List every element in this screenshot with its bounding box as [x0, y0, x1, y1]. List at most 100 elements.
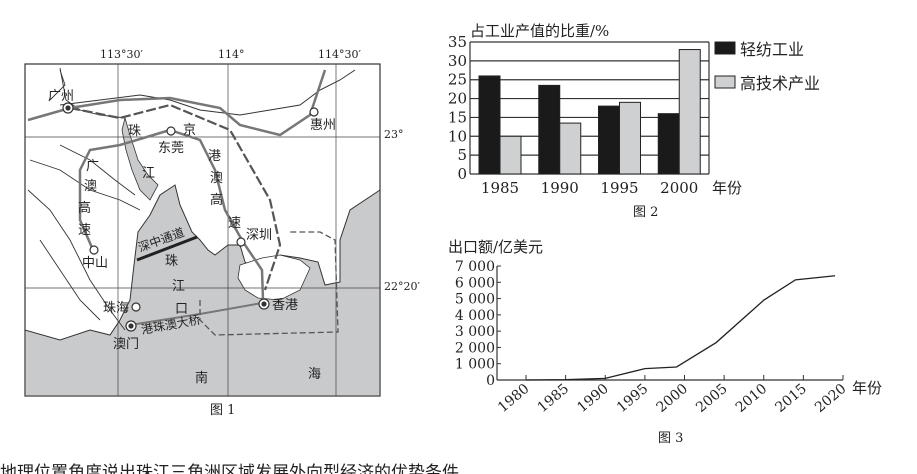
shenzhen-marker	[236, 237, 246, 247]
y-tick-label: 5	[457, 146, 467, 164]
x-axis-title: 年份	[712, 179, 742, 197]
city-label: 广州	[48, 89, 74, 104]
y-tick-label: 5 000	[455, 292, 495, 308]
y-tick-label: 15	[448, 108, 467, 126]
city-markers	[62, 102, 319, 332]
x-tick-label: 1995	[614, 381, 652, 416]
route-label: 澳	[210, 170, 223, 186]
question-text: 地理位置角度说出珠江三角洲区域发展外向型经济的优势条件	[0, 463, 459, 474]
shenzhong-channel	[136, 235, 198, 262]
figure3-caption: 图 3	[658, 431, 683, 446]
north-boundary	[59, 69, 356, 116]
y-tick-label: 6 000	[455, 275, 495, 291]
bar-light-textile	[657, 113, 680, 175]
map-figure: 113°30′ 114° 114°30′ 23° 22°20′ 广州 惠州 东莞…	[24, 48, 420, 418]
estuary-label: 江	[172, 279, 185, 294]
river-label: 珠	[128, 124, 141, 139]
estuary-label: 口	[175, 302, 188, 317]
expressways	[27, 69, 339, 336]
x-tick-label: 1985	[535, 381, 573, 416]
huizhou-marker	[309, 107, 319, 117]
route-label: 广	[86, 159, 99, 174]
x-tick-label: 1990	[574, 381, 612, 416]
x-tick-label: 2020	[812, 381, 850, 416]
route-label: 京	[183, 123, 196, 138]
city-label: 东莞	[158, 141, 184, 156]
bar-high-tech	[559, 122, 582, 175]
y-tick-label: 3 000	[455, 324, 495, 340]
bar-light-textile	[478, 75, 501, 175]
city-label: 惠州	[310, 118, 336, 133]
figure1-caption: 图 1	[210, 403, 235, 418]
bar-high-tech	[678, 49, 701, 175]
legend-label: 高技术产业	[740, 74, 820, 93]
route-label: 速	[228, 216, 241, 231]
route-label: 高	[210, 192, 223, 208]
y-tick-label: 2 000	[455, 340, 495, 356]
city-label: 中山	[82, 256, 108, 271]
y-tick-label: 1 000	[455, 357, 495, 373]
bar-high-tech	[499, 135, 522, 175]
railway	[69, 103, 282, 291]
y-tick-label: 4 000	[455, 308, 495, 324]
city-label: 深圳	[246, 228, 272, 243]
y-axis-title: 占工业产值的比重/%	[470, 22, 609, 40]
lat-label: 22°20′	[384, 280, 420, 293]
legend-swatch	[714, 41, 736, 55]
city-label: 珠海	[103, 301, 129, 316]
y-tick-label: 10	[448, 127, 467, 145]
x-axis-title: 年份	[852, 379, 882, 397]
route-label: 速	[78, 223, 91, 238]
sea-label: 海	[308, 367, 321, 382]
x-tick-label: 2015	[772, 381, 810, 416]
city-label: 香港	[272, 298, 298, 313]
legend-swatch	[714, 75, 736, 89]
y-tick-label: 0	[486, 373, 495, 389]
hongkong-boundary	[199, 231, 339, 336]
legend: 轻纺工业 高技术产业	[714, 40, 820, 93]
hongkong-land	[237, 254, 311, 301]
lat-label: 23°	[384, 128, 404, 141]
zhuhai-marker	[131, 302, 141, 312]
x-tick-label: 2000	[660, 179, 698, 197]
route-label: 高	[78, 200, 91, 216]
dongguan-marker	[166, 126, 176, 136]
y-tick-label: 20	[448, 90, 467, 108]
x-tick-label: 1995	[600, 179, 638, 197]
lon-label: 114°30′	[318, 48, 361, 61]
y-tick-label: 25	[448, 71, 467, 89]
y-tick-label: 35	[448, 33, 467, 51]
x-tick-label: 1980	[495, 381, 533, 416]
y-tick-label: 0	[457, 165, 467, 183]
route-label: 澳	[84, 178, 97, 194]
x-tick-label: 2000	[653, 381, 691, 416]
lon-label: 114°	[218, 48, 245, 61]
y-axis-title: 出口额/亿美元	[448, 238, 543, 256]
sea-area	[24, 184, 381, 397]
legend-label: 轻纺工业	[740, 40, 804, 59]
sea-label: 南	[195, 370, 208, 386]
river-label: 江	[142, 166, 155, 181]
ring-expressway	[27, 69, 327, 137]
city-label: 澳门	[113, 336, 139, 352]
x-tick-label: 2010	[733, 381, 771, 416]
figure2-caption: 图 2	[633, 205, 658, 220]
x-tick-label: 1985	[481, 179, 519, 197]
x-tick-label: 2005	[693, 381, 731, 416]
lon-label: 113°30′	[100, 48, 143, 61]
jinggangao-expressway	[169, 128, 265, 301]
bar-light-textile	[538, 84, 561, 175]
estuary-label: 珠	[165, 254, 178, 269]
y-tick-label: 30	[448, 52, 467, 70]
x-tick-label: 1990	[541, 179, 579, 197]
y-tick-label: 7 000	[455, 259, 495, 275]
bar-light-textile	[598, 105, 620, 175]
graticule	[25, 64, 380, 396]
route-label: 港	[208, 149, 221, 164]
guangao-expressway	[78, 128, 171, 251]
export-line	[525, 275, 836, 381]
zhongshan-marker	[89, 245, 99, 255]
